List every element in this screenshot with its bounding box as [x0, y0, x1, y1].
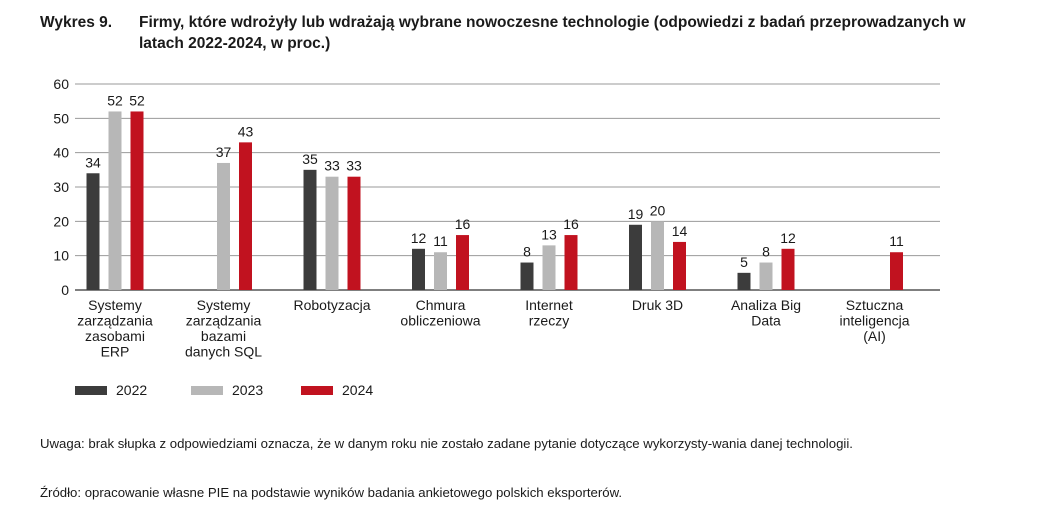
category-label-line: Analiza Big: [731, 297, 801, 313]
bar-2022: [86, 173, 100, 290]
data-label: 34: [85, 154, 101, 170]
bar-2023: [108, 111, 122, 290]
source-note: Źródło: opracowanie własne PIE na podsta…: [40, 485, 623, 500]
category-label-line: Sztuczna: [846, 297, 904, 313]
category-label-line: Data: [751, 313, 781, 329]
category-label: Druk 3D: [632, 297, 683, 313]
category-label-line: bazami: [201, 328, 246, 344]
bar-2023: [325, 176, 339, 290]
bar-2024: [347, 176, 361, 290]
data-label: 16: [563, 216, 579, 232]
y-tick-label: 50: [53, 110, 69, 126]
data-label: 8: [762, 244, 770, 260]
legend-swatch-2022: [75, 386, 107, 395]
data-label: 33: [346, 158, 362, 174]
category-label-line: Internet: [525, 297, 573, 313]
data-label: 14: [672, 223, 688, 239]
category-label-line: inteligencja: [839, 313, 909, 329]
data-label: 12: [780, 230, 796, 246]
category-label: Chmura obliczeniowa: [400, 297, 480, 329]
legend-swatch-2023: [191, 386, 223, 395]
data-label: 12: [411, 230, 427, 246]
bar-2024: [781, 248, 795, 290]
category-label-line: danych SQL: [185, 344, 262, 360]
bar-2023: [434, 252, 447, 290]
category-label-line: rzeczy: [529, 313, 569, 329]
category-label: Internet rzeczy: [525, 297, 573, 329]
category-label-line: obliczeniowa: [400, 313, 480, 329]
y-tick-label: 0: [61, 282, 69, 298]
bar-2022: [629, 224, 642, 290]
category-label: Analiza Big Data: [731, 297, 801, 329]
bar-2022: [520, 262, 534, 290]
y-tick-label: 10: [53, 248, 69, 264]
remark-note: Uwaga: brak słupka z odpowiedziami oznac…: [40, 436, 853, 451]
bar-2022: [303, 169, 317, 290]
category-label-line: Robotyzacja: [293, 297, 370, 313]
category-label-line: Druk 3D: [632, 297, 683, 313]
bar-2024: [890, 252, 903, 290]
legend-label-2023: 2023: [232, 382, 263, 398]
category-label-line: zarządzania: [186, 313, 262, 329]
y-tick-label: 40: [53, 145, 69, 161]
legend-swatch-2024: [301, 386, 333, 395]
category-label: Sztuczna inteligencja (AI): [839, 297, 909, 344]
y-tick-label: 30: [53, 179, 69, 195]
data-label: 11: [889, 233, 904, 249]
bar-2022: [412, 248, 425, 290]
category-label-line: zasobami: [85, 328, 145, 344]
data-label: 8: [523, 244, 531, 260]
category-label-line: Chmura: [416, 297, 466, 313]
bar-2023: [542, 245, 556, 290]
data-label: 52: [107, 92, 123, 108]
chart-title: Firmy, które wdrożyły lub wdrażają wybra…: [139, 14, 966, 52]
data-label: 13: [541, 226, 557, 242]
legend-label-2022: 2022: [116, 382, 147, 398]
data-label: 16: [455, 216, 471, 232]
bar-2024: [673, 241, 686, 290]
bar-2024: [564, 235, 578, 290]
data-label: 52: [129, 92, 145, 108]
data-label: 43: [238, 123, 254, 139]
category-label: Systemy zarządzania bazami danych SQL: [185, 297, 262, 360]
figure-number: Wykres 9.: [40, 14, 113, 31]
category-label-line: (AI): [863, 328, 886, 344]
data-label: 37: [216, 144, 232, 160]
data-label: 35: [302, 151, 318, 167]
legend-label-2024: 2024: [342, 382, 373, 398]
category-label-line: Systemy: [197, 297, 251, 313]
bar-2023: [651, 221, 664, 290]
bar-2024: [239, 142, 252, 290]
data-label: 11: [433, 233, 448, 249]
category-label: Systemy zarządzania zasobami ERP: [77, 297, 153, 360]
data-label: 19: [628, 206, 644, 222]
bar-2023: [217, 162, 230, 290]
category-label-line: zarządzania: [77, 313, 153, 329]
bar-2024: [130, 111, 144, 290]
bar-2022: [737, 272, 751, 290]
bar-2024: [456, 235, 469, 290]
bar-2023: [759, 262, 773, 290]
data-label: 20: [650, 202, 666, 218]
data-label: 33: [324, 158, 340, 174]
data-label: 5: [740, 254, 748, 270]
category-label-line: Systemy: [88, 297, 142, 313]
y-tick-label: 20: [53, 213, 69, 229]
category-label: Robotyzacja: [293, 297, 370, 313]
category-label-line: ERP: [101, 344, 130, 360]
y-tick-label: 60: [53, 76, 69, 92]
